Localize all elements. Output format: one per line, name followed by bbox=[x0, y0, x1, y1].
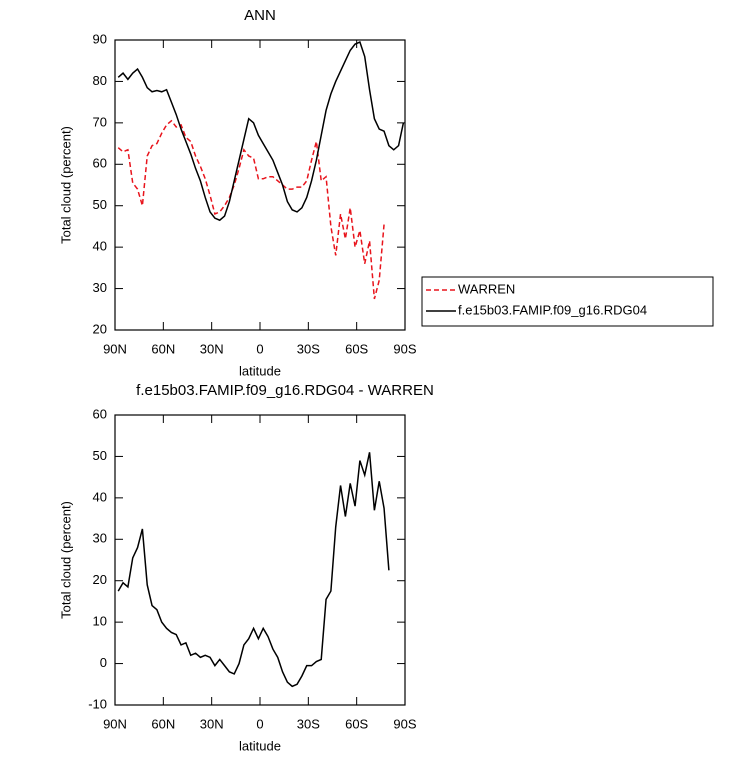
legend-box bbox=[421, 276, 714, 327]
y-tick-label: 40 bbox=[93, 489, 107, 504]
x-tick-label: 60N bbox=[151, 341, 175, 356]
x-tick-label: 60S bbox=[345, 341, 368, 356]
y-tick-label: 30 bbox=[93, 280, 107, 295]
legend-label: WARREN bbox=[458, 281, 515, 296]
x-tick-label: 0 bbox=[256, 341, 263, 356]
data-line bbox=[117, 452, 390, 688]
x-tick-label: 90N bbox=[103, 341, 127, 356]
x-tick-label: 60N bbox=[151, 716, 175, 731]
x-tick-label: 60S bbox=[345, 716, 368, 731]
y-tick-label: 80 bbox=[93, 73, 107, 88]
y-tick-label: 0 bbox=[100, 655, 107, 670]
legend-label: f.e15b03.FAMIP.f09_g16.RDG04 bbox=[458, 302, 647, 317]
x-tick-label: 30N bbox=[200, 341, 224, 356]
x-tick-label: 30S bbox=[297, 716, 320, 731]
x-tick-label: 30N bbox=[200, 716, 224, 731]
y-tick-label: 70 bbox=[93, 114, 107, 129]
y-tick-label: 60 bbox=[93, 406, 107, 421]
y-tick-label: 10 bbox=[93, 614, 107, 629]
y-tick-label: 90 bbox=[93, 31, 107, 46]
data-line bbox=[117, 119, 385, 300]
chart-title: f.e15b03.FAMIP.f09_g16.RDG04 - WARREN bbox=[136, 382, 434, 399]
x-tick-label: 90S bbox=[393, 341, 416, 356]
x-tick-label: 90N bbox=[103, 716, 127, 731]
x-axis-label: latitude bbox=[239, 738, 281, 753]
y-tick-label: 60 bbox=[93, 156, 107, 171]
y-tick-label: 50 bbox=[93, 197, 107, 212]
plot-frame bbox=[114, 414, 406, 706]
x-tick-label: 0 bbox=[256, 716, 263, 731]
y-tick-label: -10 bbox=[88, 696, 107, 711]
x-axis-label: latitude bbox=[239, 363, 281, 378]
y-tick-label: 20 bbox=[93, 572, 107, 587]
x-tick-label: 30S bbox=[297, 341, 320, 356]
y-axis-label: Total cloud (percent) bbox=[58, 501, 73, 619]
y-axis-label: Total cloud (percent) bbox=[58, 126, 73, 244]
data-line bbox=[117, 41, 405, 222]
chart-title: ANN bbox=[244, 7, 276, 24]
plot-frame bbox=[114, 39, 406, 331]
x-tick-label: 90S bbox=[393, 716, 416, 731]
y-tick-label: 50 bbox=[93, 448, 107, 463]
y-tick-label: 30 bbox=[93, 531, 107, 546]
y-tick-label: 40 bbox=[93, 239, 107, 254]
y-tick-label: 20 bbox=[93, 321, 107, 336]
